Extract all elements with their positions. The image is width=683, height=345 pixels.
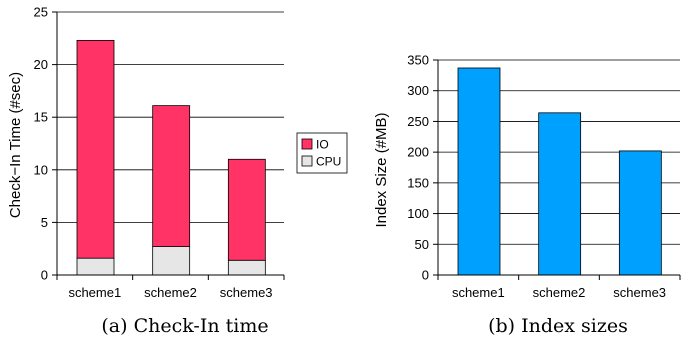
- x-tick-label: scheme2: [144, 285, 197, 300]
- y-tick-label: 50: [415, 237, 429, 252]
- x-tick-label: scheme1: [68, 285, 121, 300]
- x-tick-label: scheme1: [452, 285, 505, 300]
- y-tick-label: 300: [407, 83, 429, 98]
- legend-swatch-cpu: [301, 155, 313, 167]
- x-tick-labels: scheme1 scheme2 scheme3: [68, 285, 272, 300]
- axes: [52, 11, 285, 280]
- y-tick-label: 15: [34, 110, 48, 125]
- bars: [76, 40, 266, 276]
- bar-scheme2: [538, 112, 582, 276]
- y-axis-label: Check−In Time (#sec): [7, 72, 24, 218]
- x-tick-label: scheme2: [533, 285, 586, 300]
- x-tick-labels: scheme1 scheme2 scheme3: [452, 285, 666, 300]
- y-tick-label: 350: [407, 53, 429, 68]
- x-tick-label: scheme3: [220, 285, 273, 300]
- bars: [457, 67, 662, 276]
- bar-io-scheme1: [76, 40, 115, 259]
- bar-cpu-scheme3: [227, 259, 266, 276]
- bar-scheme3: [618, 150, 662, 276]
- y-tick-label: 10: [34, 162, 48, 177]
- y-tick-label: 0: [422, 268, 429, 283]
- legend-label-cpu: CPU: [316, 155, 341, 169]
- y-tick-label: 200: [407, 145, 429, 160]
- x-tick-label: scheme3: [613, 285, 666, 300]
- legend-swatch-io: [301, 138, 313, 150]
- bar-scheme1: [457, 67, 501, 276]
- caption-a: (a) Check-In time: [101, 315, 268, 337]
- y-tick-label: 5: [41, 215, 48, 230]
- legend: IO CPU: [296, 132, 348, 174]
- y-tick-label: 250: [407, 114, 429, 129]
- y-tick-label: 25: [34, 5, 48, 20]
- bar-cpu-scheme1: [76, 257, 115, 276]
- bar-io-scheme2: [152, 105, 191, 247]
- y-axis-label: Index Size (#MB): [373, 112, 390, 227]
- caption-b: (b) Index sizes: [488, 315, 628, 337]
- y-tick-label: 20: [34, 57, 48, 72]
- bar-io-scheme3: [227, 158, 266, 261]
- y-tick-label: 100: [407, 206, 429, 221]
- check-in-time-chart: 0 5 10 15 20 25 scheme1 scheme2 scheme3 Check−I…: [7, 5, 348, 337]
- bar-cpu-scheme2: [152, 246, 191, 276]
- y-tick-labels: 0 5 10 15 20 25: [34, 5, 48, 283]
- legend-label-io: IO: [316, 138, 329, 152]
- y-tick-label: 0: [41, 268, 48, 283]
- y-tick-labels: 0 50 100 150 200 250 300 350: [407, 53, 429, 283]
- axes: [433, 59, 681, 280]
- y-tick-label: 150: [407, 175, 429, 190]
